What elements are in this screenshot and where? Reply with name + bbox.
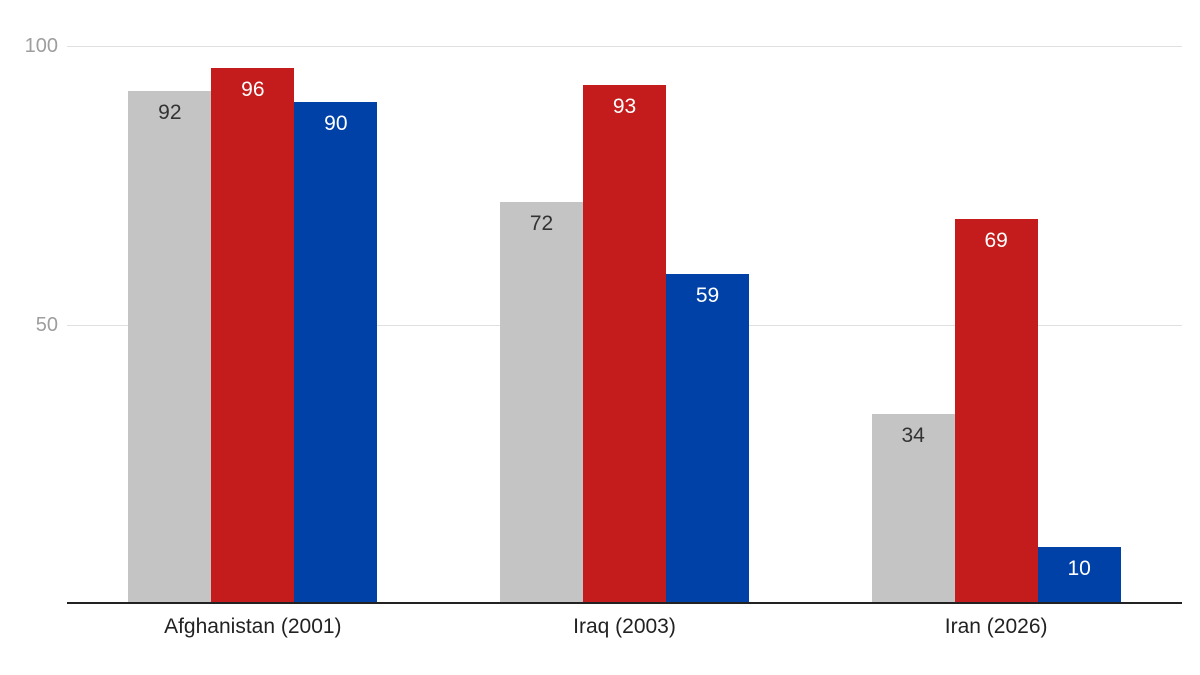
data-label: 96 <box>241 78 265 102</box>
x-tick-label: Iran (2026) <box>944 615 1048 638</box>
data-label: 92 <box>158 100 182 124</box>
bar: 96 <box>211 68 295 603</box>
bar: 10 <box>1037 547 1121 603</box>
data-label: 72 <box>529 211 554 235</box>
data-label: 69 <box>984 228 1008 252</box>
data-label: 90 <box>324 111 348 135</box>
y-tick-label: 50 <box>35 314 58 336</box>
bar: 92 <box>128 90 212 603</box>
data-label: 10 <box>1067 557 1091 581</box>
data-label: 59 <box>695 284 720 308</box>
bar: 93 <box>583 84 666 603</box>
bar: 72 <box>500 201 583 603</box>
gridline <box>67 46 1182 47</box>
x-tick-label: Iraq (2003) <box>573 615 676 638</box>
data-label: 34 <box>901 423 925 447</box>
bar: 34 <box>871 413 955 603</box>
bar: 90 <box>294 101 378 603</box>
data-label: 93 <box>612 94 637 118</box>
bar: 69 <box>954 218 1038 603</box>
x-axis-line <box>67 602 1182 604</box>
x-tick-label: Afghanistan (2001) <box>164 615 342 638</box>
bar: 59 <box>666 274 749 603</box>
y-tick-label: 100 <box>24 35 58 57</box>
